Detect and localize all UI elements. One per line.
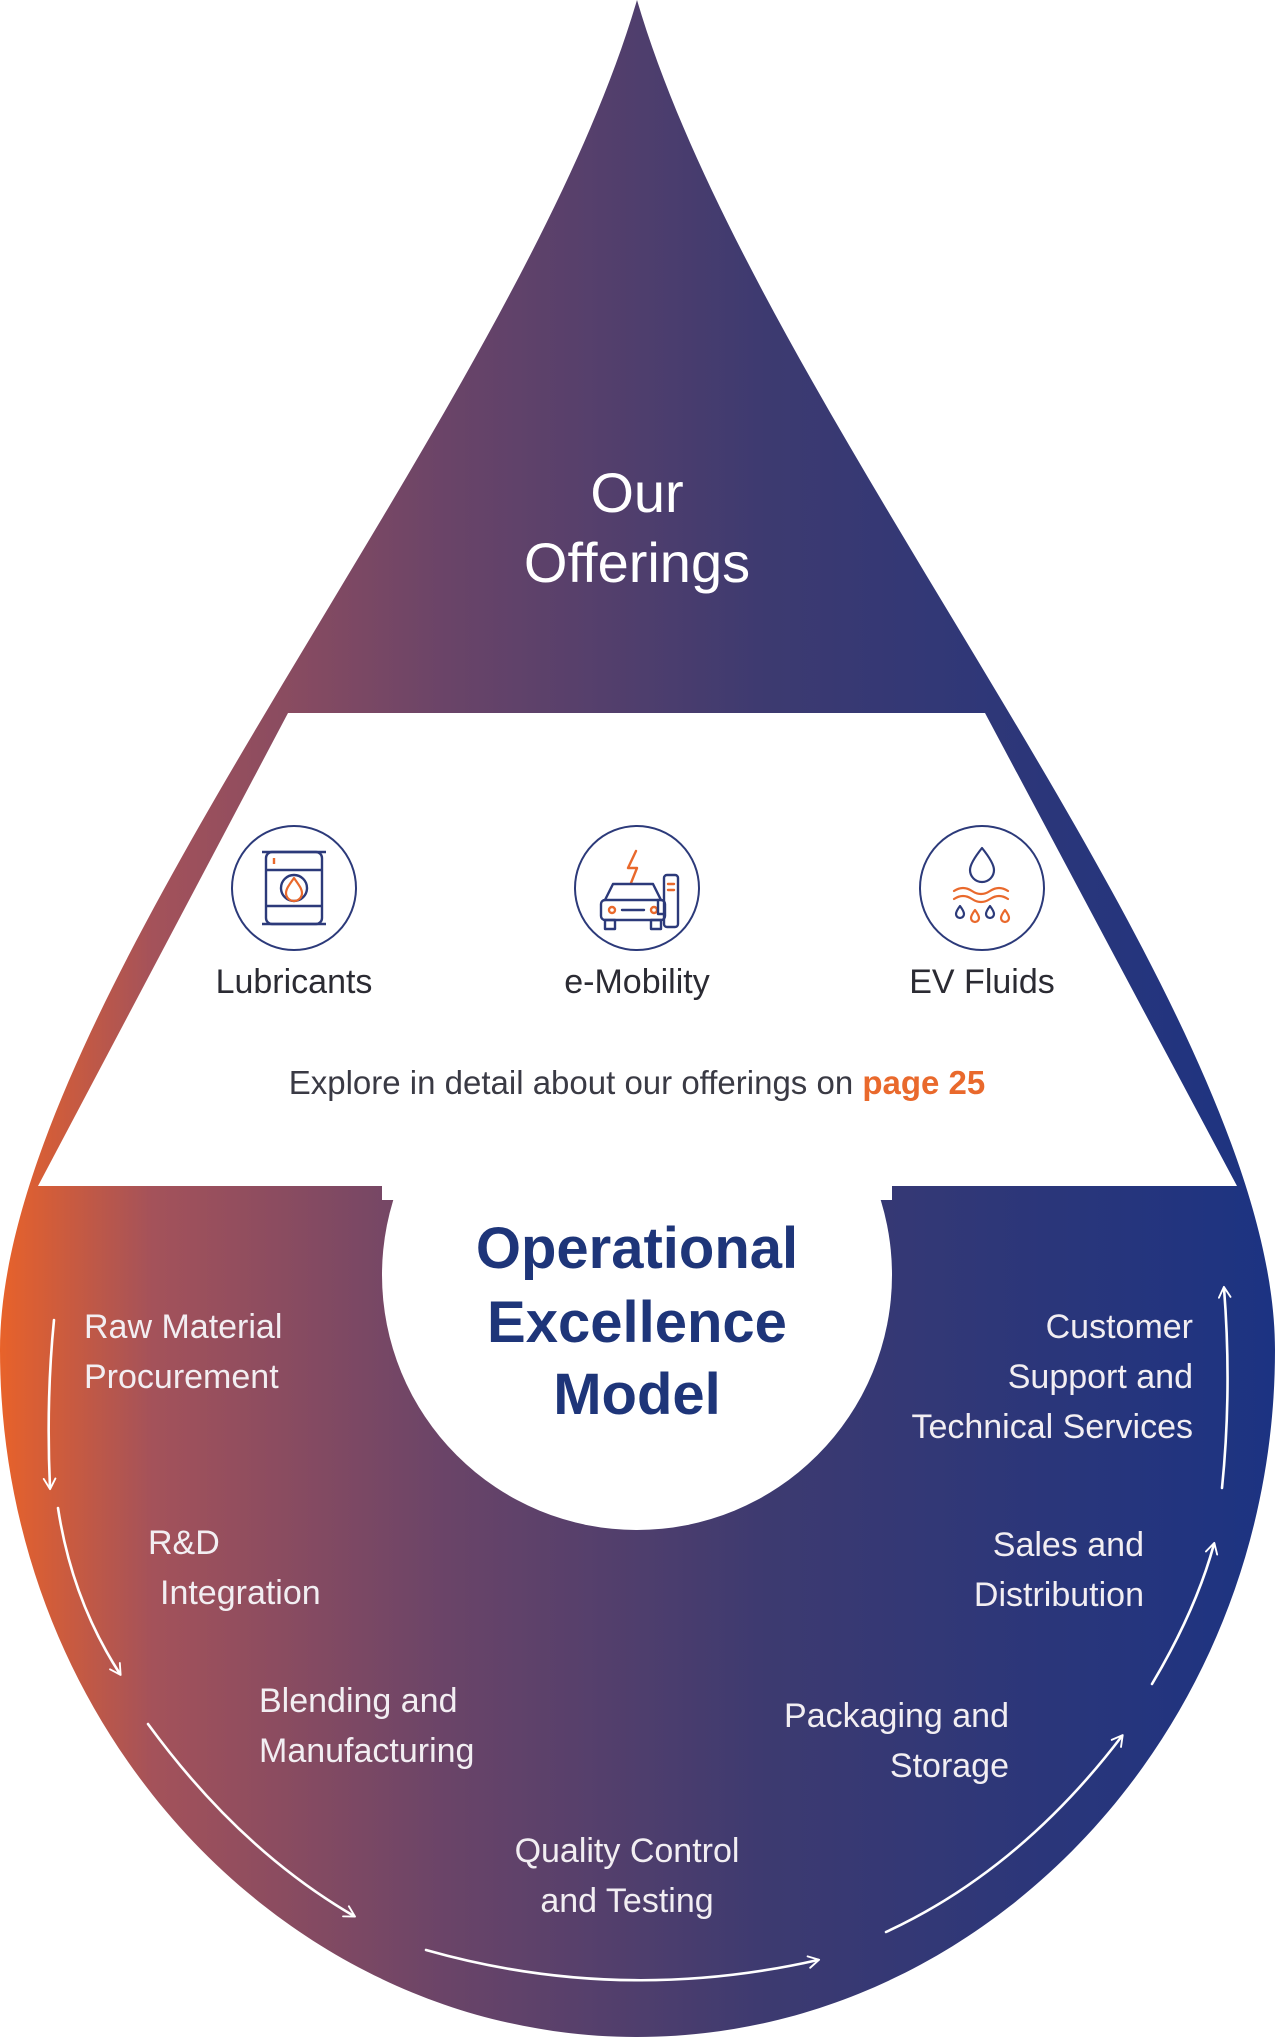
step-label-line1: R&D xyxy=(148,1524,220,1562)
step-label-line2: Distribution xyxy=(974,1576,1144,1614)
oil-barrel-icon xyxy=(262,850,326,926)
process-step-raw-material: Raw Material Procurement xyxy=(84,1308,282,1396)
process-step-customer-support: Customer Support and Technical Services xyxy=(911,1308,1193,1446)
offering-label: EV Fluids xyxy=(909,963,1055,1001)
oil-barrel-icon-ring xyxy=(231,825,357,951)
fluid-drops-icon-ring xyxy=(919,825,1045,951)
flow-arrow-icon xyxy=(42,1318,57,1491)
model-title-line3: Model xyxy=(553,1362,721,1427)
process-step-rd-integration: R&D Integration xyxy=(148,1524,321,1612)
step-label-line2: Manufacturing xyxy=(259,1732,474,1770)
ev-charging-car-icon xyxy=(599,849,680,931)
offering-lubricants[interactable]: Lubricants xyxy=(216,825,373,1001)
step-label-line3: Technical Services xyxy=(911,1408,1193,1446)
flow-arrow-icon xyxy=(884,1734,1124,1934)
step-label-line2: Storage xyxy=(890,1747,1009,1785)
offerings-title-line2: Offerings xyxy=(524,531,750,594)
fluid-drops-icon xyxy=(952,846,1011,924)
flow-arrow-icon xyxy=(424,1948,821,1982)
process-flow-arrows xyxy=(42,1285,1232,1982)
offering-label: Lubricants xyxy=(216,963,373,1001)
ev-charging-car-icon-ring xyxy=(574,825,700,951)
process-step-blending: Blending and Manufacturing xyxy=(259,1682,474,1770)
process-step-packaging: Packaging and Storage xyxy=(784,1697,1009,1785)
explore-text: Explore in detail about our offerings on xyxy=(289,1064,863,1101)
flow-arrow-icon xyxy=(146,1722,356,1918)
step-label-line2: Support and xyxy=(1008,1358,1193,1396)
band-circle-join xyxy=(382,1180,892,1200)
process-step-quality-control: Quality Control and Testing xyxy=(515,1832,740,1920)
flow-arrow-icon xyxy=(1150,1541,1219,1686)
offering-ev-fluids[interactable]: EV Fluids xyxy=(909,825,1055,1001)
model-title-line2: Excellence xyxy=(487,1290,787,1355)
step-label-line1: Raw Material xyxy=(84,1308,282,1346)
step-label-line1: Quality Control xyxy=(515,1832,740,1870)
step-label-line2: and Testing xyxy=(540,1882,713,1920)
step-label-line1: Sales and xyxy=(993,1526,1144,1564)
model-circle xyxy=(382,1020,892,1530)
model-title-line1: Operational xyxy=(476,1216,798,1281)
explore-line: Explore in detail about our offerings on… xyxy=(289,1064,986,1101)
flow-arrow-icon xyxy=(56,1506,122,1676)
step-label-line1: Blending and xyxy=(259,1682,458,1720)
offerings-title-line1: Our xyxy=(590,461,683,524)
process-step-sales: Sales and Distribution xyxy=(974,1526,1144,1614)
step-label-line2: Integration xyxy=(160,1574,321,1612)
offering-label: e-Mobility xyxy=(564,963,709,1001)
step-label-line2: Procurement xyxy=(84,1358,279,1396)
flow-arrow-icon xyxy=(1217,1285,1232,1490)
step-label-line1: Customer xyxy=(1046,1308,1193,1346)
offering-e-mobility[interactable]: e-Mobility xyxy=(564,825,710,1001)
step-label-line1: Packaging and xyxy=(784,1697,1009,1735)
page-link[interactable]: page 25 xyxy=(862,1064,985,1101)
